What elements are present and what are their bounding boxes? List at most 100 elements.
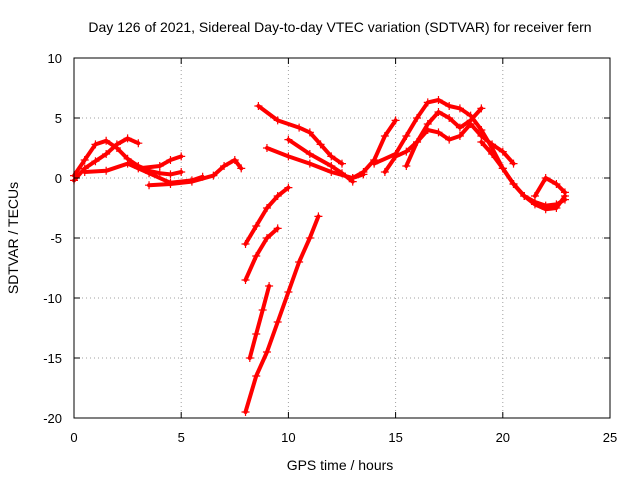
series-line (350, 118, 398, 180)
grid-lines (74, 58, 610, 418)
data-point-marker (220, 162, 229, 170)
data-point-marker (252, 372, 261, 380)
data-point-marker (560, 195, 569, 204)
x-tick-label: 25 (603, 430, 617, 445)
data-point-marker (391, 116, 400, 125)
data-point-marker (166, 156, 175, 164)
data-point-marker (91, 140, 100, 149)
data-point-marker (305, 150, 314, 158)
series-arc-6 (241, 183, 293, 248)
y-tick-label: -15 (43, 351, 62, 366)
data-point-marker (284, 152, 293, 161)
series-line (256, 104, 344, 166)
data-point-marker (488, 150, 497, 158)
data-point-marker (273, 224, 282, 233)
data-point-marker (241, 408, 250, 416)
series-arc-5 (145, 156, 246, 190)
data-point-marker (434, 96, 443, 104)
y-tick-label: 5 (55, 111, 62, 126)
chart-title: Day 126 of 2021, Sidereal Day-to-day VTE… (88, 19, 591, 35)
y-tick-label: 10 (48, 51, 62, 66)
y-tick-label: 0 (55, 171, 62, 186)
data-point-marker (112, 140, 121, 149)
data-point-marker (166, 170, 175, 179)
data-point-marker (348, 174, 357, 182)
data-point-marker (273, 318, 282, 326)
series-line (247, 284, 272, 360)
series-arc-18 (530, 174, 569, 200)
data-point-marker (91, 157, 100, 166)
data-point-marker (252, 252, 261, 260)
data-point-marker (530, 192, 539, 200)
data-point-marker (477, 104, 486, 113)
data-point-marker (237, 164, 246, 173)
data-point-marker (177, 152, 186, 161)
series-arc-7 (241, 224, 282, 284)
series-arc-8 (241, 212, 323, 416)
data-point-marker (177, 168, 186, 176)
data-point-marker (145, 181, 154, 190)
data-point-marker (423, 126, 432, 134)
data-point-marker (477, 138, 486, 146)
data-point-marker (102, 150, 111, 158)
data-point-marker (284, 135, 293, 144)
data-point-marker (552, 200, 561, 209)
data-point-marker (466, 120, 475, 128)
series-arc-10 (254, 102, 346, 168)
x-tick-label: 0 (70, 430, 77, 445)
data-point-marker (338, 169, 346, 178)
data-point-marker (155, 162, 164, 170)
data-point-marker (166, 180, 175, 188)
data-point-marker (327, 152, 336, 161)
data-point-marker (488, 140, 497, 149)
axes: 0 5 10 15 20 25 -20 -15 -10 -5 0 5 10 (43, 51, 617, 445)
data-point-marker (391, 152, 400, 161)
data-point-marker (445, 102, 454, 110)
data-point-marker (413, 114, 422, 122)
data-point-marker (241, 276, 250, 284)
data-point-marker (187, 177, 196, 186)
series-arc-17 (477, 138, 569, 210)
series-line (136, 154, 184, 171)
x-tick-label: 5 (178, 430, 185, 445)
x-tick-label: 10 (281, 430, 295, 445)
data-point-marker (402, 132, 411, 140)
data-point-marker (498, 164, 507, 173)
data-point-marker (262, 234, 271, 242)
data-point-marker (295, 258, 304, 266)
data-point-marker (209, 171, 218, 180)
data-point-marker (305, 159, 314, 168)
series-line (372, 98, 567, 212)
data-point-marker (434, 108, 443, 116)
data-point-marker (245, 354, 254, 362)
data-point-marker (370, 159, 379, 168)
data-point-marker (80, 156, 89, 164)
series-arc-9 (245, 282, 274, 362)
data-point-marker (254, 102, 263, 110)
y-tick-label: -20 (43, 411, 62, 426)
data-series-layer (70, 96, 569, 416)
data-point-marker (541, 201, 550, 210)
data-point-marker (273, 116, 282, 125)
data-point-marker (552, 180, 561, 188)
data-point-marker (262, 144, 271, 152)
data-point-marker (265, 282, 274, 290)
x-tick-label: 20 (496, 430, 510, 445)
data-point-marker (509, 180, 518, 188)
data-point-marker (338, 159, 346, 168)
data-point-marker (413, 138, 422, 146)
series-arc-13 (348, 116, 400, 182)
data-point-marker (380, 168, 389, 176)
data-point-marker (520, 192, 529, 200)
data-point-marker (134, 164, 143, 173)
data-point-marker (541, 174, 550, 182)
data-point-marker (262, 348, 271, 356)
data-point-marker (123, 159, 132, 168)
data-point-marker (230, 156, 239, 164)
data-point-marker (560, 188, 569, 197)
data-point-marker (455, 104, 464, 113)
data-point-marker (295, 123, 304, 132)
data-point-marker (327, 162, 336, 170)
data-point-marker (284, 288, 293, 296)
series-line (243, 226, 280, 282)
